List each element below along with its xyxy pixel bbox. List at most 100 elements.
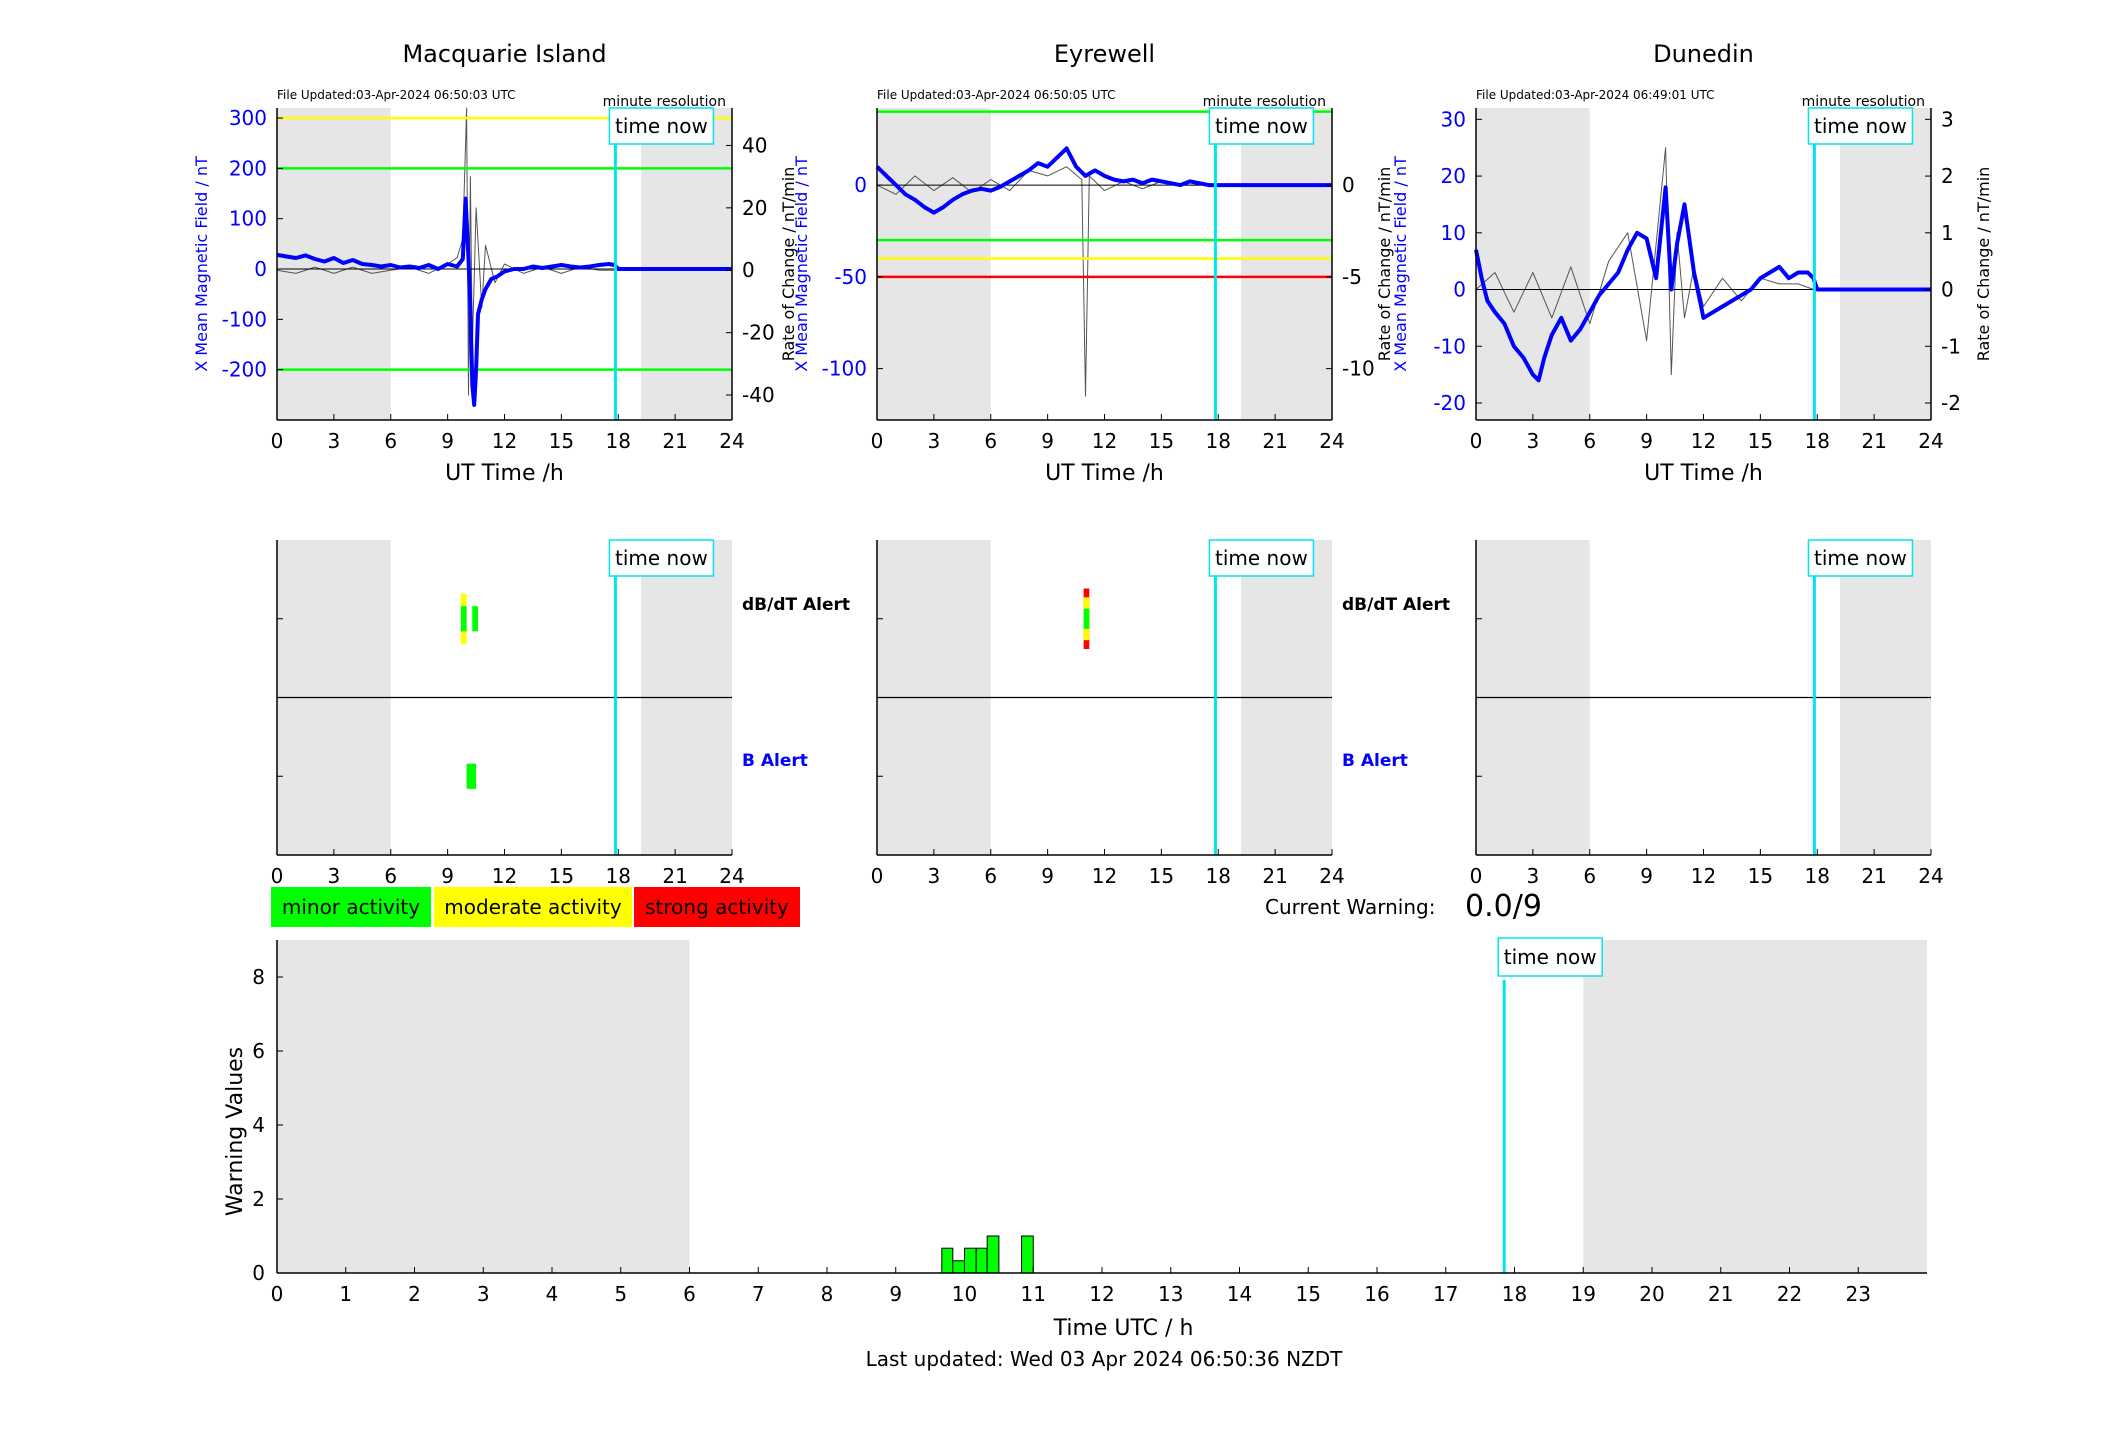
x-tick-label: 2 bbox=[408, 1282, 421, 1306]
file-updated-text: File Updated:03-Apr-2024 06:49:01 UTC bbox=[1476, 88, 1715, 102]
x-tick-label: 11 bbox=[1021, 1282, 1046, 1306]
x-tick-label: 18 bbox=[1805, 429, 1830, 453]
x-tick-label: 3 bbox=[928, 429, 941, 453]
y2-tick-label: 40 bbox=[742, 133, 767, 157]
x-tick-label: 24 bbox=[719, 429, 744, 453]
warning-bar bbox=[941, 1247, 954, 1274]
x-tick-label: 23 bbox=[1846, 1282, 1871, 1306]
y-tick-label: 0 bbox=[254, 257, 267, 281]
y2-tick-label: -10 bbox=[1342, 357, 1375, 381]
time-now-box bbox=[608, 539, 715, 577]
x-tick-label: 0 bbox=[271, 1282, 284, 1306]
y-tick-label: -20 bbox=[1433, 391, 1466, 415]
x-tick-label: 7 bbox=[752, 1282, 765, 1306]
warning-bar bbox=[975, 1247, 988, 1274]
y-tick-label: 10 bbox=[1441, 221, 1466, 245]
dbdt-alert-mark-green bbox=[1083, 608, 1090, 629]
y-tick-label: 30 bbox=[1441, 107, 1466, 131]
y2-tick-label: -40 bbox=[742, 383, 775, 407]
x-tick-label: 3 bbox=[1527, 864, 1540, 888]
x-tick-label: 0 bbox=[1470, 864, 1483, 888]
resolution-label: minute resolution bbox=[1203, 94, 1326, 110]
legend-swatch bbox=[271, 887, 431, 927]
x-tick-label: 12 bbox=[1691, 429, 1716, 453]
x-tick-label: 12 bbox=[1092, 429, 1117, 453]
current-warning: Current Warning: 0.0/9 bbox=[1265, 889, 1542, 924]
x-tick-label: 22 bbox=[1777, 1282, 1802, 1306]
time-now-box bbox=[608, 107, 715, 145]
x-tick-label: 18 bbox=[1206, 864, 1231, 888]
x-tick-label: 16 bbox=[1364, 1282, 1389, 1306]
figure-layer: Macquarie Island time now File Updated:03-… bbox=[192, 40, 1993, 1371]
x-tick-label: 21 bbox=[1861, 429, 1886, 453]
x-tick-label: 10 bbox=[952, 1282, 977, 1306]
magnetic-field-line bbox=[875, 146, 1332, 215]
resolution-label: minute resolution bbox=[603, 94, 726, 110]
x-tick-label: 6 bbox=[384, 864, 397, 888]
x-tick-label: 6 bbox=[384, 429, 397, 453]
x-tick-label: 18 bbox=[606, 429, 631, 453]
y2-tick-label: -20 bbox=[742, 321, 775, 345]
y-tick-label: 100 bbox=[229, 207, 267, 231]
night-shading bbox=[1476, 108, 1590, 420]
x-tick-label: 9 bbox=[1041, 429, 1054, 453]
b-alert-label: B Alert bbox=[1342, 751, 1408, 771]
station-title: Macquarie Island bbox=[402, 40, 606, 68]
x-tick-label: 15 bbox=[549, 864, 574, 888]
current-warning-value: 0.0/9 bbox=[1465, 889, 1542, 924]
x-tick-label: 15 bbox=[1149, 429, 1174, 453]
y-tick-label: 6 bbox=[252, 1039, 265, 1063]
legend-swatch bbox=[634, 887, 800, 927]
y2-tick-label: 2 bbox=[1941, 164, 1954, 188]
warning-bar bbox=[964, 1247, 977, 1274]
night-shading bbox=[1583, 940, 1927, 1273]
warning-bar bbox=[986, 1235, 1000, 1274]
x-tick-label: 6 bbox=[984, 429, 997, 453]
x-tick-label: 9 bbox=[889, 1282, 902, 1306]
dbdt-alert-label: dB/dT Alert bbox=[742, 595, 850, 615]
legend-label: minor activity bbox=[282, 895, 420, 919]
night-shading bbox=[641, 108, 732, 420]
x-tick-label: 0 bbox=[271, 429, 284, 453]
time-now-box bbox=[1807, 107, 1914, 145]
x-tick-label: 15 bbox=[1296, 1282, 1321, 1306]
x-tick-label: 15 bbox=[1748, 864, 1773, 888]
x-tick-label: 0 bbox=[871, 864, 884, 888]
y-axis-label: X Mean Magnetic Field / nT bbox=[192, 156, 211, 372]
x-tick-label: 17 bbox=[1433, 1282, 1458, 1306]
x-tick-label: 21 bbox=[1708, 1282, 1733, 1306]
x-tick-label: 19 bbox=[1571, 1282, 1596, 1306]
y2-axis-label: Rate of Change / nT/min bbox=[1375, 167, 1394, 362]
x-tick-label: 5 bbox=[614, 1282, 627, 1306]
night-shading bbox=[277, 940, 690, 1273]
legend-label: strong activity bbox=[645, 895, 789, 919]
x-axis-label: UT Time /h bbox=[1644, 461, 1763, 486]
station-title: Dunedin bbox=[1653, 40, 1754, 68]
y2-tick-label: -2 bbox=[1941, 391, 1961, 415]
x-tick-label: 0 bbox=[871, 429, 884, 453]
x-tick-label: 18 bbox=[1206, 429, 1231, 453]
y-tick-label: -50 bbox=[834, 265, 867, 289]
x-tick-label: 0 bbox=[271, 864, 284, 888]
file-updated-text: File Updated:03-Apr-2024 06:50:05 UTC bbox=[877, 88, 1116, 102]
x-tick-label: 6 bbox=[683, 1282, 696, 1306]
legend-label: moderate activity bbox=[444, 895, 622, 919]
y2-tick-label: 0 bbox=[742, 258, 755, 282]
night-shading bbox=[1840, 108, 1931, 420]
y-tick-label: -100 bbox=[222, 307, 267, 331]
x-tick-label: 24 bbox=[1918, 864, 1943, 888]
night-shading bbox=[877, 108, 991, 420]
time-now-label: time now bbox=[1814, 114, 1907, 138]
y-tick-label: 300 bbox=[229, 106, 267, 130]
x-tick-label: 9 bbox=[1041, 864, 1054, 888]
x-tick-label: 0 bbox=[1470, 429, 1483, 453]
time-now-box bbox=[1208, 107, 1315, 145]
current-warning-label: Current Warning: bbox=[1265, 895, 1435, 919]
y2-tick-label: 0 bbox=[1941, 278, 1954, 302]
x-tick-label: 12 bbox=[492, 429, 517, 453]
rate-of-change-line bbox=[876, 166, 1215, 397]
y-tick-label: 0 bbox=[252, 1261, 265, 1285]
b-alert-label: B Alert bbox=[742, 751, 808, 771]
y-tick-label: 2 bbox=[252, 1187, 265, 1211]
